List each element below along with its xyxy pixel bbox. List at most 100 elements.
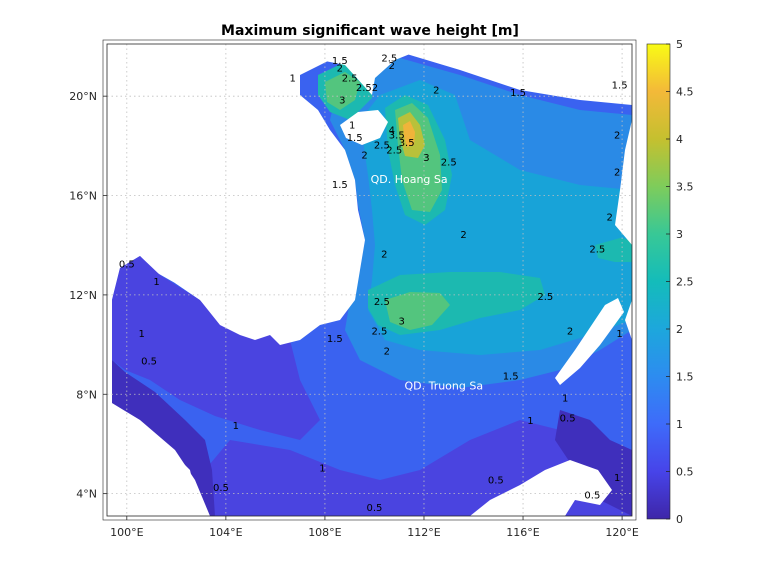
y-tick-label: 12°N — [69, 289, 97, 302]
contour-label: 1 — [138, 329, 144, 340]
sea-level-low-gulf-thailand — [112, 256, 320, 440]
contour-label: 0.5 — [366, 503, 382, 514]
place-label: QD. Hoang Sa — [371, 173, 448, 186]
contour-label: 2.5 — [374, 297, 390, 308]
contour-label: 1.5 — [332, 180, 348, 191]
contour-label: 2 — [433, 86, 439, 97]
contour-label: 4 — [389, 125, 395, 136]
colorbar-ticks: 0 0.5 1 1.5 2 2.5 3 3.5 4 4.5 5 — [666, 38, 694, 526]
contour-label: 2.5 — [374, 140, 390, 151]
land-china-north — [107, 44, 632, 345]
colorbar-tick-label: 3 — [676, 228, 683, 241]
contour-label: 2.5 — [342, 73, 358, 84]
y-tick-label: 4°N — [76, 488, 97, 501]
contour-label: 1 — [319, 463, 325, 474]
colorbar-tick-label: 4.5 — [676, 86, 694, 99]
contour-label: 2 — [607, 212, 613, 223]
sea-level-lowest-borneo — [555, 410, 632, 516]
map-border — [102, 39, 637, 521]
sea-level-max-core — [403, 121, 415, 147]
contour-label: 1 — [153, 277, 159, 288]
contour-label: 1.5 — [503, 371, 519, 382]
x-tick-label: 112°E — [407, 526, 440, 539]
sea-level-peak-gulf-tonkin — [325, 72, 360, 110]
contour-label: 2.5 — [589, 245, 605, 256]
land-malay-peninsula — [107, 400, 210, 516]
colorbar-tick-label: 0.5 — [676, 466, 694, 479]
map-frame — [106, 43, 633, 517]
contour-label: 0.5 — [213, 483, 229, 494]
contour-label: 2 — [614, 168, 620, 179]
map-title: Maximum significant wave height [m] — [221, 23, 519, 39]
colorbar-tick-label: 1.5 — [676, 371, 694, 384]
contour-label: 2.5 — [537, 292, 553, 303]
contour-label: 2 — [361, 150, 367, 161]
contour-label: 2 — [384, 347, 390, 358]
contour-label: 2 — [337, 63, 343, 74]
contour-label: 1 — [614, 473, 620, 484]
sea-level-peak-south — [385, 292, 450, 330]
land-luzon — [615, 120, 632, 245]
contour-label: 2 — [614, 130, 620, 141]
colorbar-tick-label: 0 — [676, 513, 683, 526]
contour-label: 2 — [389, 61, 395, 72]
map-grid — [107, 44, 632, 516]
colorbar-tick-label: 4 — [676, 133, 683, 146]
contour-label: 2 — [381, 250, 387, 261]
sea-level-lowest-coast — [112, 360, 215, 516]
contour-label: 1.5 — [332, 56, 348, 67]
contour-label: 2 — [460, 230, 466, 241]
contour-label: 0.5 — [584, 491, 600, 502]
contour-label: 0.5 — [488, 476, 504, 487]
contour-label: 3.5 — [399, 138, 415, 149]
contour-label: 3 — [423, 153, 429, 164]
x-tick-label: 116°E — [506, 526, 539, 539]
contour-label: 3 — [399, 317, 405, 328]
place-names: QD. Hoang Sa QD. Truong Sa — [371, 173, 484, 392]
colorbar-tick-label: 5 — [676, 38, 683, 51]
contour-label: 2.5 — [381, 53, 397, 64]
contour-label: 1 — [616, 329, 622, 340]
colorbar-tick-label: 3.5 — [676, 181, 694, 194]
colorbar-tick-label: 1 — [676, 418, 683, 431]
colorbar-tick-label: 2 — [676, 323, 683, 336]
y-axis: 20°N 16°N 12°N 8°N 4°N — [69, 90, 107, 501]
sea-level-high-east — [595, 238, 632, 262]
contour-label: 2 — [567, 327, 573, 338]
contour-label: 1.5 — [347, 133, 363, 144]
contour-label: 1 — [562, 394, 568, 405]
contour-label: 1 — [349, 120, 355, 131]
contour-label: 1 — [527, 416, 533, 427]
contour-label: 0.5 — [560, 414, 576, 425]
x-tick-label: 100°E — [110, 526, 143, 539]
contour-label: 0.5 — [141, 356, 157, 367]
contour-label: 1.5 — [510, 88, 526, 99]
land-borneo — [470, 460, 612, 516]
colorbar-tick-label: 2.5 — [676, 276, 694, 289]
contour-label: 2.5 — [441, 158, 457, 169]
contour-label: 1 — [290, 73, 296, 84]
place-label: QD. Truong Sa — [404, 379, 483, 392]
contour-label: 1.5 — [327, 334, 343, 345]
x-tick-label: 108°E — [308, 526, 341, 539]
contour-label: 0.5 — [119, 260, 135, 271]
contour-label: 2.52 — [356, 83, 378, 94]
contour-label: 1.5 — [612, 81, 628, 92]
land-palawan — [555, 298, 624, 385]
land-taiwan — [618, 44, 632, 90]
land-mindoro — [625, 300, 632, 340]
y-tick-label: 16°N — [69, 190, 97, 203]
contour-label: 2.5 — [371, 327, 387, 338]
x-tick-label: 120°E — [605, 526, 638, 539]
y-tick-label: 8°N — [76, 388, 97, 401]
contour-label: 1 — [233, 421, 239, 432]
x-tick-label: 104°E — [209, 526, 242, 539]
y-tick-label: 20°N — [69, 90, 97, 103]
x-axis: 100°E 104°E 108°E 112°E 116°E 120°E — [110, 516, 639, 539]
land-hainan — [340, 110, 388, 145]
contour-label: 3 — [339, 96, 345, 107]
contour-label: 3.5 — [389, 130, 405, 141]
contour-label: 2.5 — [386, 145, 402, 156]
